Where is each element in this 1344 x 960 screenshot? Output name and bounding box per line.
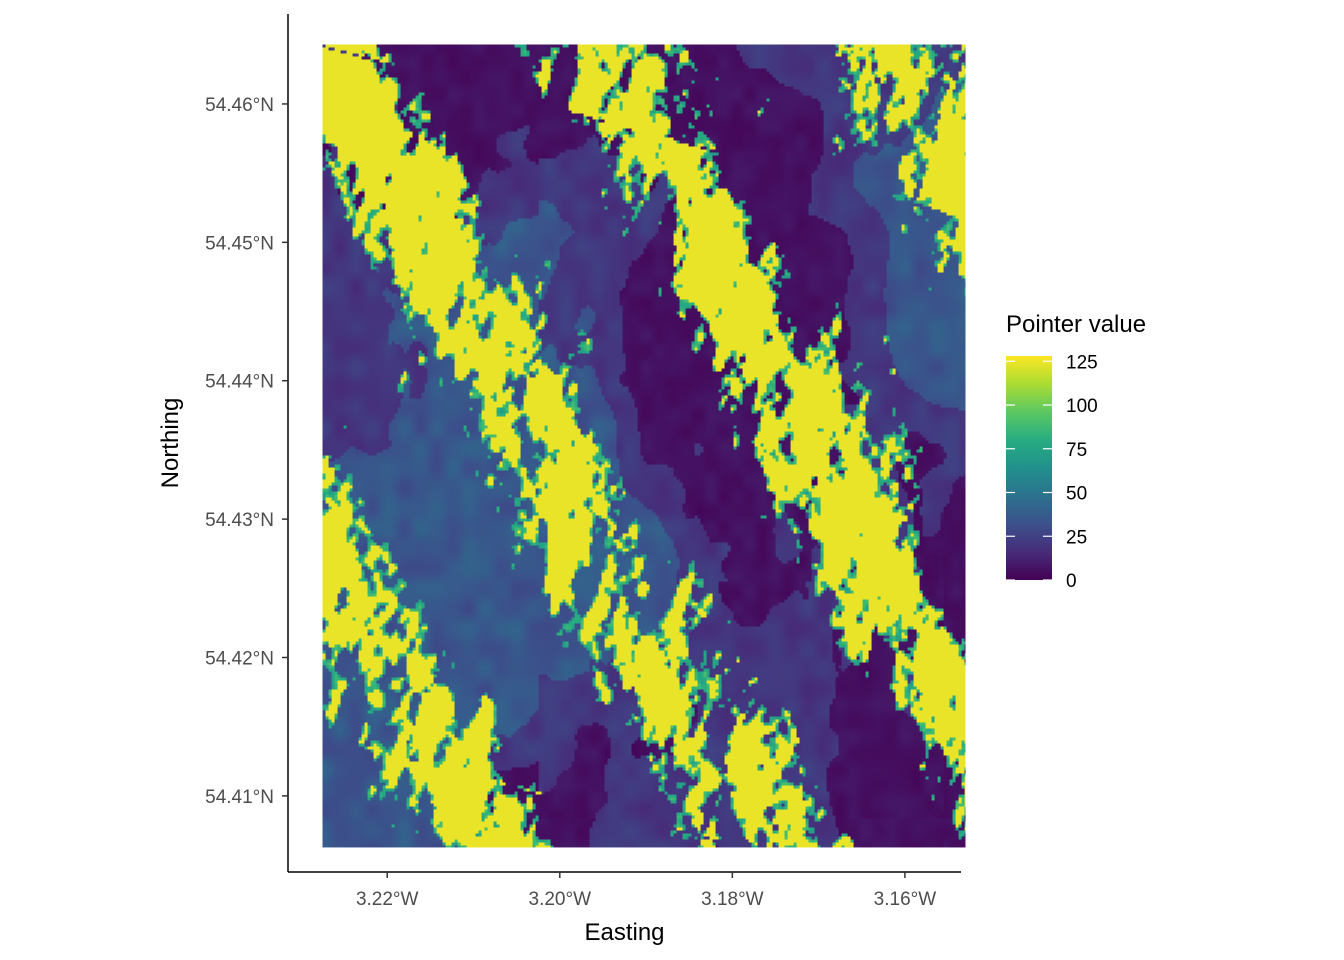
legend-label: 50 (1066, 484, 1087, 505)
y-tick-label: 54.42°N (205, 649, 274, 670)
y-tick-label: 54.46°N (205, 95, 274, 116)
y-tick-label: 54.43°N (205, 510, 274, 531)
legend-label: 75 (1066, 440, 1087, 461)
y-tick-label: 54.44°N (205, 372, 274, 393)
x-ticks: 3.22°W 3.20°W 3.18°W 3.16°W (356, 872, 936, 910)
x-tick-label: 3.18°W (701, 889, 764, 910)
y-tick-label: 54.41°N (205, 787, 274, 808)
raster-image (322, 44, 966, 848)
legend-colorbar (1006, 356, 1052, 580)
legend-ticks: 0 25 50 75 100 125 (1006, 352, 1098, 592)
axes: 3.22°W 3.20°W 3.18°W 3.16°W 54.46°N54.45°N5… (205, 14, 961, 910)
legend-label: 125 (1066, 352, 1098, 373)
y-ticks: 54.46°N 54.45°N 54.44°N 54.43°N 54.42°N 54.41… (205, 95, 288, 808)
legend-label: 100 (1066, 396, 1098, 417)
x-tick-label: 3.22°W (356, 889, 419, 910)
x-tick-label: 3.20°W (529, 889, 592, 910)
raster-heatmap (322, 44, 966, 848)
legend-title: Pointer value (1006, 311, 1146, 338)
x-axis-title: Easting (584, 919, 664, 946)
legend-label: 0 (1066, 571, 1077, 592)
legend-label: 25 (1066, 527, 1087, 548)
y-axis-title: Northing (157, 398, 184, 489)
legend: Pointer value 0 25 50 75 100 125 (1006, 311, 1146, 592)
y-tick-label: 54.45°N (205, 233, 274, 254)
x-tick-label: 3.16°W (874, 889, 937, 910)
